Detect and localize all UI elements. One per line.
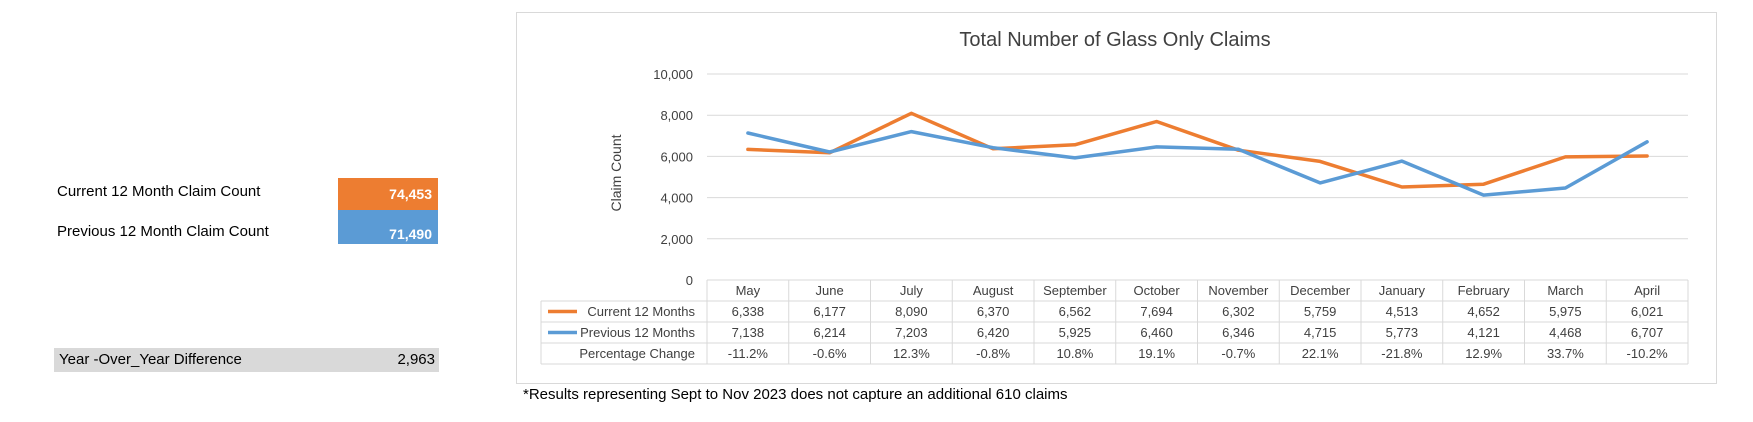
x-tick-label: September (1043, 283, 1107, 298)
x-tick-label: March (1547, 283, 1583, 298)
x-tick-label: April (1634, 283, 1660, 298)
data-label: 6,707 (1631, 325, 1664, 340)
data-label: 6,214 (813, 325, 846, 340)
data-label: 5,759 (1304, 304, 1337, 319)
data-label: 6,177 (813, 304, 846, 319)
percentage-change-cell: 19.1% (1138, 346, 1175, 361)
percentage-change-cell: -0.6% (813, 346, 847, 361)
data-label: 7,138 (732, 325, 765, 340)
data-label: 7,694 (1140, 304, 1173, 319)
data-label: 6,562 (1059, 304, 1092, 319)
percentage-change-cell: -0.7% (1221, 346, 1255, 361)
y-tick-label: 10,000 (653, 67, 693, 82)
legend-label: Current 12 Months (587, 304, 695, 319)
data-label: 6,021 (1631, 304, 1664, 319)
yoy-difference-value: 2,963 (397, 351, 435, 368)
percentage-change-cell: 12.9% (1465, 346, 1502, 361)
x-tick-label: January (1379, 283, 1426, 298)
data-label: 5,925 (1059, 325, 1092, 340)
chart-title: Total Number of Glass Only Claims (959, 29, 1270, 51)
y-tick-label: 0 (686, 273, 693, 288)
data-label: 5,773 (1386, 325, 1419, 340)
percentage-change-cell: -0.8% (976, 346, 1010, 361)
current-count-label: Current 12 Month Claim Count (57, 183, 261, 200)
percentage-change-cell: 12.3% (893, 346, 930, 361)
series-line-current (746, 111, 1649, 189)
percentage-change-cell: -10.2% (1627, 346, 1669, 361)
percentage-change-cell: 33.7% (1547, 346, 1584, 361)
line-chart: Total Number of Glass Only Claims Claim C… (540, 29, 1689, 365)
data-label: 4,468 (1549, 325, 1582, 340)
data-label: 5,975 (1549, 304, 1582, 319)
data-label: 6,370 (977, 304, 1010, 319)
percentage-change-cell: -21.8% (1381, 346, 1423, 361)
previous-count-value: 71,490 (338, 210, 438, 244)
yoy-difference-row: Year -Over_Year Difference 2,963 (54, 348, 439, 372)
percentage-change-cell: 10.8% (1056, 346, 1093, 361)
data-label: 4,652 (1467, 304, 1500, 319)
y-tick-label: 8,000 (660, 108, 693, 123)
x-tick-label: May (736, 283, 761, 298)
data-label: 6,302 (1222, 304, 1255, 319)
x-tick-label: December (1290, 283, 1351, 298)
footnote: *Results representing Sept to Nov 2023 d… (523, 386, 1068, 403)
x-tick-label: October (1134, 283, 1181, 298)
legend-label: Previous 12 Months (580, 325, 695, 340)
yoy-difference-label: Year -Over_Year Difference (59, 351, 242, 368)
x-tick-label: February (1458, 283, 1511, 298)
data-label: 4,715 (1304, 325, 1337, 340)
data-label: 7,203 (895, 325, 928, 340)
data-label: 6,338 (732, 304, 765, 319)
data-label: 6,346 (1222, 325, 1255, 340)
chart-container: Total Number of Glass Only Claims Claim C… (516, 12, 1717, 384)
data-label: 8,090 (895, 304, 928, 319)
data-label: 4,513 (1386, 304, 1419, 319)
data-label: 6,460 (1140, 325, 1173, 340)
y-tick-label: 4,000 (660, 191, 693, 206)
y-tick-label: 2,000 (660, 232, 693, 247)
x-tick-label: November (1208, 283, 1269, 298)
previous-count-label: Previous 12 Month Claim Count (57, 223, 269, 240)
data-label: 6,420 (977, 325, 1010, 340)
data-label: 4,121 (1467, 325, 1500, 340)
x-tick-label: June (816, 283, 844, 298)
y-tick-label: 6,000 (660, 149, 693, 164)
percentage-change-label: Percentage Change (579, 346, 695, 361)
percentage-change-cell: -11.2% (728, 346, 769, 361)
x-tick-label: July (900, 283, 924, 298)
current-count-value: 74,453 (338, 178, 438, 210)
x-tick-label: August (973, 283, 1014, 298)
series-line-previous (746, 129, 1649, 197)
percentage-change-cell: 22.1% (1302, 346, 1339, 361)
y-axis-label: Claim Count (608, 134, 624, 211)
